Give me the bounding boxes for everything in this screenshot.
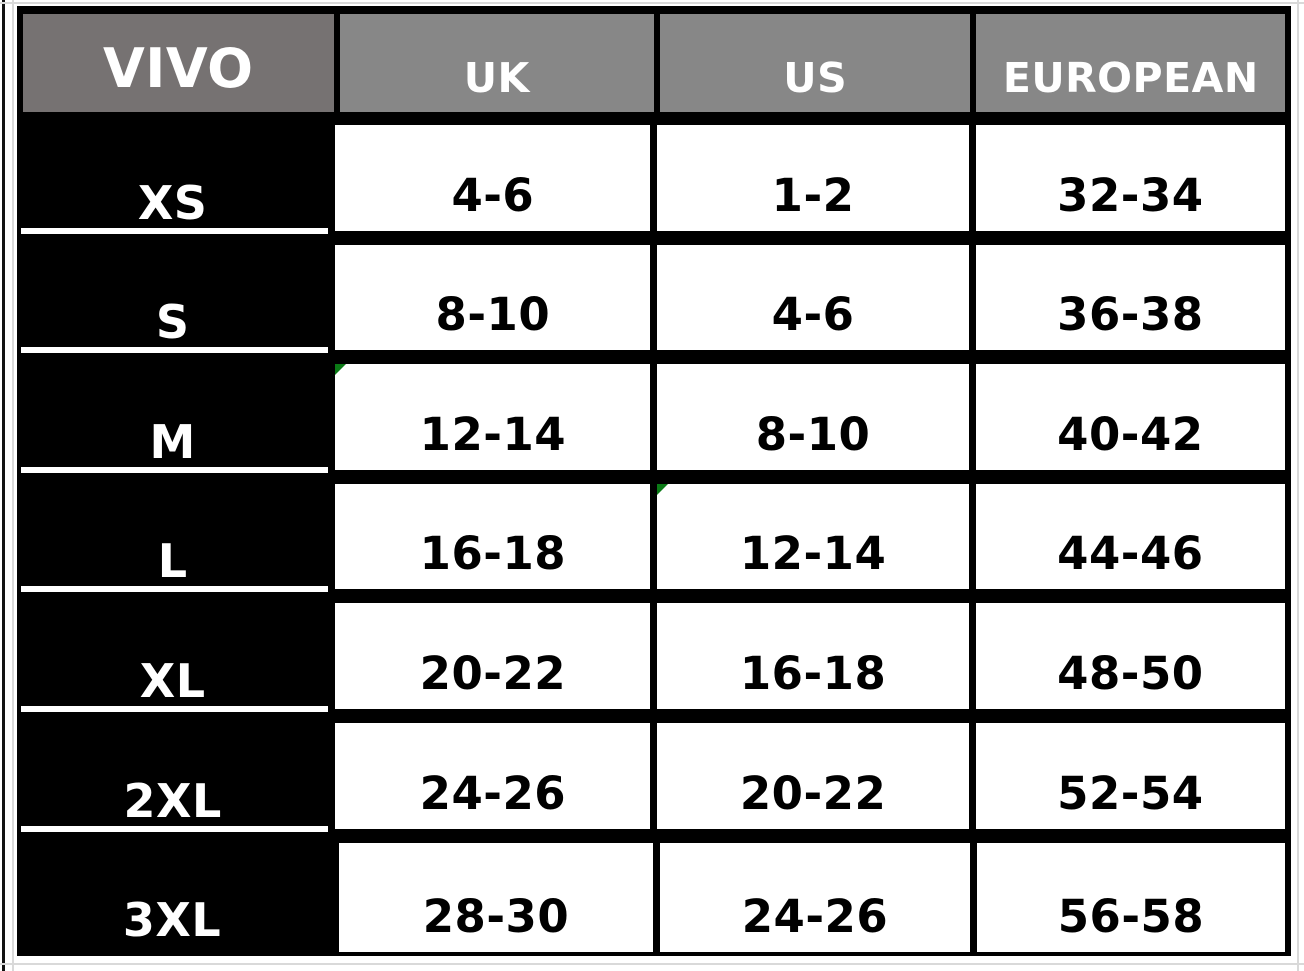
measure-cell-european: 36-38 bbox=[975, 244, 1285, 351]
size-label-text: 3XL bbox=[122, 893, 222, 948]
measure-cell-european: 48-50 bbox=[975, 603, 1285, 709]
measure-cell-uk: 24-26 bbox=[335, 722, 651, 829]
measure-cell-uk: 28-30 bbox=[339, 842, 653, 953]
measure-cell-european: 52-54 bbox=[975, 722, 1285, 829]
measure-cell-us: 1-2 bbox=[657, 125, 969, 231]
row-separator-rule bbox=[21, 347, 329, 354]
table-row: L 16-18 12-14 44-46 bbox=[17, 476, 1291, 597]
measure-cell-european: 44-46 bbox=[975, 483, 1285, 590]
measure-cell-uk: 16-18 bbox=[335, 483, 651, 590]
measure-cell-european: 32-34 bbox=[975, 125, 1285, 231]
measure-cell-uk: 20-22 bbox=[335, 603, 651, 709]
size-label-cell: S bbox=[17, 237, 329, 358]
size-label-text: L bbox=[157, 534, 188, 589]
column-header-vivo: VIVO bbox=[23, 14, 334, 112]
left-edge-rule bbox=[2, 0, 5, 971]
table-row: XS 4-6 1-2 32-34 bbox=[17, 118, 1291, 238]
gridline-horizontal-top bbox=[0, 2, 1304, 4]
size-label-cell: 3XL bbox=[17, 835, 328, 956]
size-label-text: M bbox=[149, 414, 196, 469]
table-header-row: VIVO UK US EUROPEAN bbox=[17, 6, 1291, 118]
size-label-text: XS bbox=[137, 175, 208, 230]
measure-cell-us: 4-6 bbox=[657, 244, 969, 351]
size-label-cell: M bbox=[17, 357, 329, 477]
column-header-uk: UK bbox=[339, 14, 654, 112]
table-row: 2XL 24-26 20-22 52-54 bbox=[17, 715, 1291, 836]
size-label-cell: 2XL bbox=[17, 715, 329, 836]
table-row: XL 20-22 16-18 48-50 bbox=[17, 596, 1291, 716]
measure-cell-us: 20-22 bbox=[657, 722, 969, 829]
size-label-text: S bbox=[155, 295, 190, 350]
measure-cell-us: 24-26 bbox=[659, 842, 970, 953]
row-separator-rule bbox=[21, 586, 329, 593]
column-header-us: US bbox=[659, 14, 971, 112]
size-label-text: 2XL bbox=[123, 773, 222, 828]
row-separator-rule bbox=[21, 466, 329, 473]
table-row: 3XL 28-30 24-26 56-58 bbox=[17, 835, 1291, 956]
size-label-cell: XS bbox=[17, 118, 329, 238]
row-separator-rule bbox=[21, 705, 329, 712]
measure-cell-us: 12-14 bbox=[657, 483, 969, 590]
size-label-cell: XL bbox=[17, 596, 329, 716]
measure-cell-us: 16-18 bbox=[657, 603, 969, 709]
measure-value: 12-14 bbox=[739, 527, 887, 581]
column-header-european: EUROPEAN bbox=[976, 14, 1286, 112]
table-row: M 12-14 8-10 40-42 bbox=[17, 357, 1291, 477]
measure-cell-european: 40-42 bbox=[975, 364, 1285, 470]
comment-marker-icon bbox=[335, 364, 347, 376]
row-separator-rule bbox=[21, 825, 329, 832]
measure-cell-uk: 8-10 bbox=[335, 244, 651, 351]
size-label-cell: L bbox=[17, 476, 329, 597]
row-separator-rule bbox=[21, 227, 329, 234]
gridline-vertical-right bbox=[1297, 0, 1299, 971]
comment-marker-icon bbox=[657, 483, 669, 495]
gridline-horizontal-bottom bbox=[0, 963, 1304, 965]
size-chart-table: VIVO UK US EUROPEAN XS 4-6 1-2 32-34 S 8… bbox=[17, 6, 1291, 956]
measure-value: 12-14 bbox=[419, 407, 567, 461]
measure-cell-us: 8-10 bbox=[657, 364, 969, 470]
measure-cell-european: 56-58 bbox=[976, 842, 1285, 953]
measure-cell-uk: 4-6 bbox=[335, 125, 651, 231]
gridline-vertical-left bbox=[12, 0, 14, 971]
size-label-text: XL bbox=[139, 653, 206, 708]
table-row: S 8-10 4-6 36-38 bbox=[17, 237, 1291, 358]
measure-cell-uk: 12-14 bbox=[335, 364, 651, 470]
